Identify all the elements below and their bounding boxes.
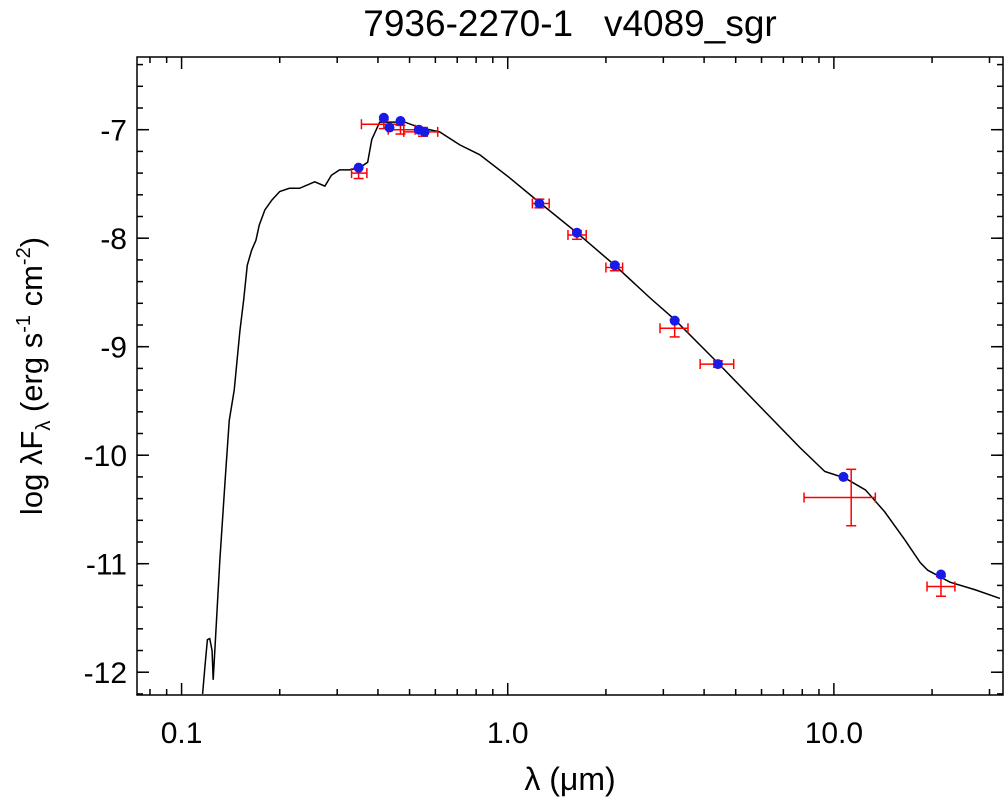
x-tick-label: 0.1 — [161, 717, 203, 750]
y-label-sup: -2 — [13, 247, 35, 265]
model-flux-point — [838, 471, 849, 482]
model-flux-point — [669, 315, 680, 326]
y-label-part: (erg s — [14, 333, 49, 421]
y-tick-label: -11 — [86, 549, 127, 582]
model-spectrum — [201, 121, 1001, 694]
y-label-part: ) — [14, 237, 49, 247]
x-axis-label: λ (μm) — [524, 761, 615, 797]
x-tick-label: 10.0 — [805, 717, 863, 750]
model-flux-point — [534, 198, 545, 209]
model-flux-point — [571, 227, 582, 238]
model-flux-point — [419, 126, 430, 137]
y-label-sup: -1 — [13, 315, 35, 333]
x-tick-label: 1.0 — [487, 717, 529, 750]
model-flux-point — [712, 359, 723, 370]
plot-frame — [136, 56, 1004, 696]
y-tick-label: -12 — [84, 657, 127, 690]
model-flux-point — [384, 122, 395, 133]
plot-area — [201, 112, 1001, 694]
model-flux-point — [378, 112, 389, 123]
y-axis-label: log λFλ (erg s-1 cm-2) — [13, 237, 55, 515]
model-flux-point — [395, 116, 406, 127]
y-tick-label: -8 — [100, 223, 127, 256]
chart-title: 7936-2270-1 v4089_sgr — [363, 3, 776, 44]
model-flux-point — [935, 569, 946, 580]
model-flux-point — [609, 260, 620, 271]
y-label-sub: λ — [33, 421, 55, 431]
model-flux-point — [353, 162, 364, 173]
y-tick-label: -9 — [100, 332, 127, 365]
y-label-part: log λF — [14, 431, 49, 515]
y-label-part: cm — [14, 265, 49, 315]
y-tick-label: -10 — [84, 440, 127, 473]
y-tick-label: -7 — [100, 115, 127, 148]
